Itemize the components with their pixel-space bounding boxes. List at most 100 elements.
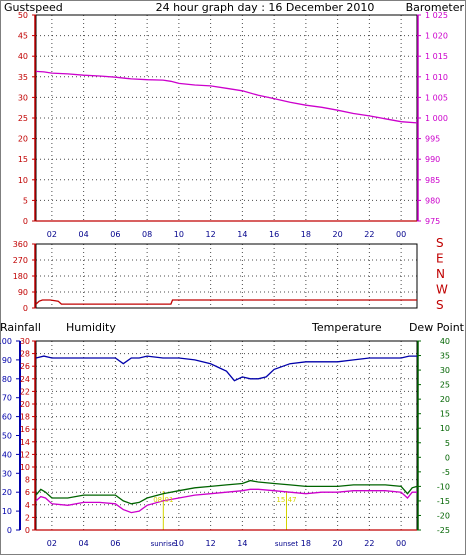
panel3-x-tick-label: 18 (301, 539, 311, 548)
rainfall-tick-label: 10 (2, 507, 12, 516)
panel1-left-tick-label: 30 (18, 93, 28, 102)
temperature-tick-label: 15 (440, 410, 450, 419)
panel3-left-tick-label: 18 (20, 413, 30, 422)
rainfall-tick-label: 20 (2, 488, 12, 497)
panel1-right-tick-label: 1 025 (425, 11, 448, 20)
panel1-x-tick-label: 18 (301, 230, 311, 239)
panel3-left-tick-label: 28 (20, 350, 30, 359)
temperature-tick-label: -25 (437, 526, 450, 535)
panel3-left-tick-label: 4 (25, 501, 30, 510)
panel2-compass-label: S (436, 298, 444, 312)
temperature-line (35, 479, 418, 505)
temperature-tick-label: 30 (440, 366, 450, 375)
panel2-frame (35, 243, 418, 309)
panel1-x-tick-label: 04 (79, 230, 89, 239)
panel3-frame (35, 340, 418, 531)
panel1-x-tick-label: 06 (110, 230, 120, 239)
wind-direction-line (35, 299, 417, 305)
panel1-x-tick-label: 12 (206, 230, 216, 239)
panel1-left-tick-label: 50 (18, 11, 28, 20)
panel1-left-tick-label: 25 (18, 114, 28, 123)
rainfall-tick-label: 0 (7, 526, 12, 535)
panel3-x-tick-label: 02 (47, 539, 57, 548)
sunset-label: sunset (275, 540, 298, 548)
temperature-tick-label: 35 (440, 352, 450, 361)
panel2-left-tick-label: 360 (13, 240, 28, 249)
panel2-compass-label: E (436, 252, 444, 266)
panel1-x-tick-label: 16 (269, 230, 279, 239)
panel2-left-tick-label: 0 (23, 304, 28, 313)
dew-point-line (35, 488, 417, 514)
panel1-right-tick-label: 980 (425, 196, 440, 205)
panel3-x-tick-label: 22 (364, 539, 374, 548)
panel3-x-tick-label: 10 (174, 539, 184, 548)
panel1-left-tick-label: 10 (18, 176, 28, 185)
temperature-tick-label: 25 (440, 381, 450, 390)
panel1-right-tick-label: 995 (425, 135, 440, 144)
rainfall-tick-label: 40 (2, 450, 12, 459)
rainfall-tick-label: 60 (2, 413, 12, 422)
temperature-tick-label: -10 (437, 482, 450, 491)
panel1-right-tick-label: 985 (425, 176, 440, 185)
rainfall-tick-label: 90 (2, 356, 12, 365)
panel3-left-tick-label: 0 (25, 526, 30, 535)
panel3-left-tick-label: 2 (25, 513, 30, 522)
panel1-right-tick-label: 1 005 (425, 93, 448, 102)
barometer-line (35, 70, 418, 124)
humidity-line (35, 355, 417, 382)
panel3-left-tick-label: 16 (20, 425, 30, 434)
panel1-x-tick-label: 20 (333, 230, 343, 239)
rainfall-tick-label: 30 (2, 469, 12, 478)
panel1-right-tick-label: 1 010 (425, 73, 448, 82)
panel1-right-tick-label: 975 (425, 217, 440, 226)
panel3-x-tick-label: 14 (237, 539, 247, 548)
panel3-left-tick-label: 20 (20, 400, 30, 409)
panel3-left-tick-label: 10 (20, 463, 30, 472)
panel3-x-tick-label: 00 (396, 539, 406, 548)
panel1-left-tick-label: 35 (18, 73, 28, 82)
panel1-right-tick-label: 990 (425, 155, 440, 164)
dewpoint-label: Dew Point (409, 321, 465, 334)
rainfall-tick-label: 100 (0, 337, 12, 346)
panel1-left-tick-label: 20 (18, 135, 28, 144)
sunrise-time-label: 08:01 (153, 496, 173, 504)
panel3-left-tick-label: 30 (20, 337, 30, 346)
panel1-right-tick-label: 1 015 (425, 52, 448, 61)
rainfall-label: Rainfall (0, 321, 41, 334)
sunset-time-label: 15:47 (276, 496, 296, 504)
panel1-x-tick-label: 22 (364, 230, 374, 239)
panel1-left-tick-label: 15 (18, 155, 28, 164)
barometer-label: Barometer (406, 1, 465, 14)
panel3-x-tick-label: 06 (110, 539, 120, 548)
panel3-left-tick-label: 6 (25, 488, 30, 497)
panel2-left-tick-label: 270 (13, 256, 28, 265)
temperature-tick-label: 0 (445, 453, 450, 462)
panel1-left-tick-label: 40 (18, 52, 28, 61)
panel1-frame (35, 14, 418, 222)
temperature-tick-label: -5 (442, 468, 450, 477)
panel3-x-tick-label: 12 (206, 539, 216, 548)
panel3-left-tick-label: 26 (20, 362, 30, 371)
panel2-compass-label: N (436, 267, 445, 281)
panel1-x-tick-label: 14 (237, 230, 247, 239)
temperature-tick-label: 5 (445, 439, 450, 448)
series-layer (35, 70, 418, 531)
panel3-x-tick-label: 04 (79, 539, 89, 548)
panel2-left-tick-label: 180 (13, 272, 28, 281)
panel3-left-tick-label: 8 (25, 476, 30, 485)
panel1-left-tick-label: 5 (23, 196, 28, 205)
rainfall-tick-label: 70 (2, 394, 12, 403)
panel1-left-tick-label: 45 (18, 32, 28, 41)
temperature-tick-label: 40 (440, 337, 450, 346)
humidity-label: Humidity (66, 321, 116, 334)
temperature-tick-label: -15 (437, 497, 450, 506)
panel1-x-tick-label: 08 (142, 230, 152, 239)
panel3-left-tick-label: 24 (20, 375, 30, 384)
panel1-right-tick-label: 1 000 (425, 114, 448, 123)
axes-layer (16, 14, 421, 531)
temperature-tick-label: 10 (440, 424, 450, 433)
temperature-tick-label: 20 (440, 395, 450, 404)
chart-title: 24 hour graph day : 16 December 2010 (156, 1, 375, 14)
